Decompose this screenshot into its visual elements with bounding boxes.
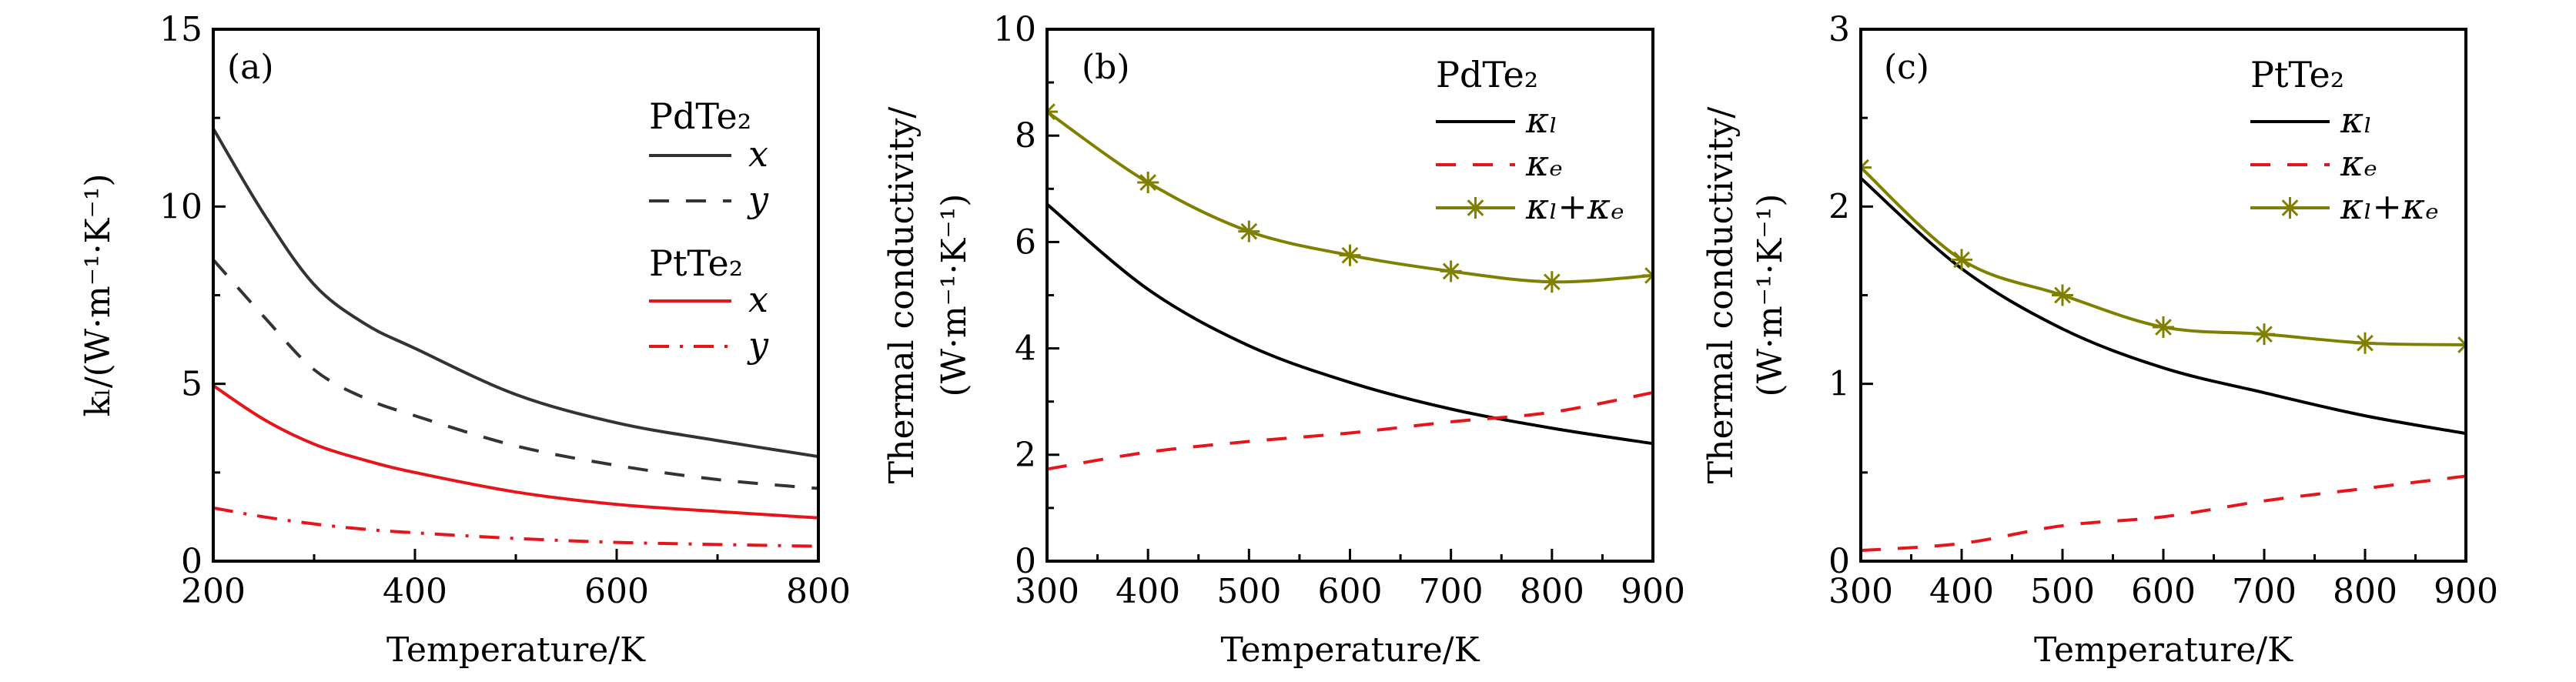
x-tick-label: 900: [2434, 572, 2498, 611]
data-point-marker: [2253, 323, 2275, 346]
x-tick-label: 400: [1116, 572, 1180, 611]
legend-label: κₗ: [2340, 99, 2372, 141]
y-tick-label: 0: [181, 542, 202, 581]
y-tick-label: 15: [159, 10, 202, 49]
x-axis-title: Temperature/K: [1221, 630, 1480, 670]
y-tick-label: 8: [1015, 116, 1036, 155]
legend-label: x: [748, 279, 768, 320]
data-point-marker: [1642, 264, 1653, 286]
y-tick-label: 3: [1828, 10, 1850, 49]
series-line-0: [213, 127, 818, 459]
series-group: [213, 127, 818, 548]
y-axis-title: (W·m⁻¹·K⁻¹): [1751, 194, 1790, 397]
x-tick-label: 400: [383, 572, 447, 611]
y-tick-label: 0: [1828, 542, 1850, 581]
data-point-marker: [1339, 244, 1361, 266]
series-line-0: [1861, 176, 2466, 436]
y-tick-label: 1: [1828, 365, 1850, 404]
data-point-marker: [1861, 156, 1872, 179]
legend-title: PdTe₂: [1436, 54, 1538, 95]
legend-group-title: PtTe₂: [649, 242, 743, 284]
data-point-marker: [1541, 271, 1563, 293]
y-axis-title: Thermal conductivity/: [1701, 107, 1741, 484]
series-line-2: [213, 384, 818, 520]
data-point-marker: [1047, 101, 1058, 123]
y-axis-title: kₗ/(W·m⁻¹·K⁻¹): [79, 173, 118, 416]
data-point-marker: [2354, 332, 2376, 354]
x-tick-label: 400: [1929, 572, 1994, 611]
panel-label: (b): [1082, 48, 1130, 87]
legend-label: κₑ: [2340, 142, 2377, 184]
legend-label: κₗ: [1525, 99, 1557, 141]
x-tick-label: 300: [1828, 572, 1893, 611]
y-tick-label: 6: [1015, 222, 1036, 262]
y-tick-label: 10: [159, 187, 202, 226]
series-line-1: [1047, 390, 1653, 471]
legend-title: PtTe₂: [2250, 54, 2344, 95]
panel-a: 200 400 600 800 0 5 10 15 Temperature/K kₗ/(W·m⁻¹…: [79, 10, 851, 670]
plot-frame: [1859, 28, 2467, 563]
legend-marker: [1464, 197, 1487, 219]
y-tick-label: 5: [181, 365, 202, 404]
y-tick-label: 2: [1828, 187, 1850, 226]
data-point-marker: [2455, 333, 2466, 356]
data-point-marker: [1238, 220, 1260, 242]
x-axis-title: Temperature/K: [386, 630, 646, 670]
x-tick-label: 800: [1520, 572, 1584, 611]
panel-b: 300 400 500 600 700 800 900 0 2 4 6 8 10 Temperature/…: [882, 10, 1685, 670]
series-line-1: [1861, 474, 2466, 553]
x-tick-label: 500: [2030, 572, 2095, 611]
data-point-marker: [1137, 172, 1159, 194]
panel-label: (c): [1884, 48, 1929, 87]
plot-frame: [1045, 28, 1654, 563]
legend-group-title: PdTe₂: [649, 95, 751, 137]
y-axis-title: (W·m⁻¹·K⁻¹): [935, 194, 974, 397]
data-point-marker: [1440, 260, 1462, 282]
y-tick-label: 10: [993, 10, 1036, 49]
x-axis-title: Temperature/K: [2034, 630, 2293, 670]
y-tick-label: 0: [1015, 542, 1036, 581]
legend-marker: [2279, 197, 2301, 219]
x-tick-label: 600: [2131, 572, 2196, 611]
data-point-marker: [2052, 284, 2073, 306]
x-tick-label: 700: [2232, 572, 2297, 611]
y-axis-title: Thermal conductivity/: [882, 107, 922, 484]
panel-c: 300 400 500 600 700 800 900 0 1 2 3 Temperature/K Th…: [1701, 10, 2498, 670]
x-tick-label: 200: [181, 572, 246, 611]
y-tick-label: 4: [1015, 329, 1036, 369]
legend-label: κₗ+κₑ: [2340, 186, 2439, 227]
x-tick-label: 700: [1419, 572, 1484, 611]
series-group: [1047, 101, 1653, 471]
x-tick-label: 900: [1621, 572, 1685, 611]
legend-label: y: [747, 179, 769, 220]
y-tick-label: 2: [1015, 436, 1036, 475]
x-tick-label: 800: [786, 572, 851, 611]
x-tick-label: 600: [1318, 572, 1383, 611]
x-tick-label: 600: [584, 572, 649, 611]
legend-label: κₗ+κₑ: [1525, 186, 1624, 227]
x-tick-label: 500: [1216, 572, 1281, 611]
legend-label: y: [747, 324, 769, 366]
legend-label: x: [748, 133, 768, 175]
data-point-marker: [2153, 316, 2174, 338]
series-line-0: [1047, 202, 1653, 446]
series-line-1: [213, 259, 818, 490]
x-tick-label: 300: [1015, 572, 1079, 611]
panel-label: (a): [227, 48, 274, 87]
legend-label: κₑ: [1525, 142, 1563, 184]
x-tick-label: 800: [2333, 572, 2397, 611]
series-line-3: [213, 506, 818, 548]
data-point-marker: [1951, 249, 1972, 271]
series-group: [1861, 156, 2466, 553]
